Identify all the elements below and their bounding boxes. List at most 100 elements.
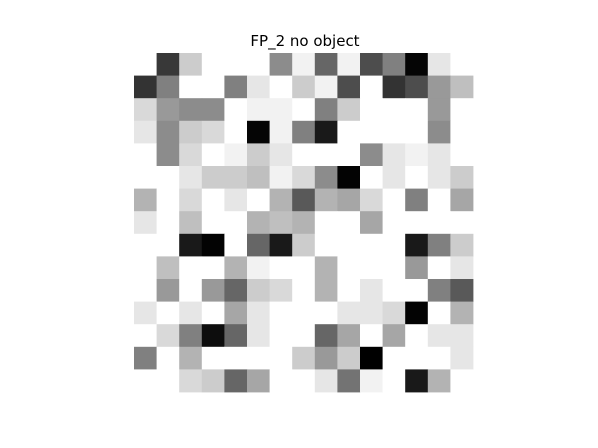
heatmap-cell-r12-c11 — [383, 324, 406, 347]
heatmap-cell-r1-c2 — [179, 76, 202, 99]
heatmap-cell-r13-c11 — [383, 347, 406, 370]
heatmap-cell-r13-c12 — [405, 347, 428, 370]
heatmap-cell-r5-c3 — [202, 166, 225, 189]
heatmap-cell-r5-c9 — [337, 166, 360, 189]
heatmap-cell-r6-c11 — [383, 189, 406, 212]
heatmap-cell-r0-c3 — [202, 53, 225, 76]
heatmap-cell-r9-c9 — [337, 256, 360, 279]
heatmap-cell-r3-c13 — [428, 121, 451, 144]
heatmap-cell-r9-c2 — [179, 256, 202, 279]
heatmap-cell-r1-c6 — [270, 76, 293, 99]
heatmap-cell-r3-c1 — [157, 121, 180, 144]
heatmap-cell-r2-c4 — [224, 98, 247, 121]
heatmap-cell-r3-c3 — [202, 121, 225, 144]
heatmap-cell-r2-c9 — [337, 98, 360, 121]
heatmap-cell-r14-c11 — [383, 369, 406, 392]
heatmap-cell-r6-c7 — [292, 189, 315, 212]
heatmap-cell-r3-c6 — [270, 121, 293, 144]
heatmap-cell-r5-c6 — [270, 166, 293, 189]
heatmap-cell-r10-c7 — [292, 279, 315, 302]
heatmap-cell-r9-c3 — [202, 256, 225, 279]
heatmap-cell-r4-c7 — [292, 143, 315, 166]
heatmap-cell-r5-c10 — [360, 166, 383, 189]
heatmap-cell-r6-c0 — [134, 189, 157, 212]
heatmap-cell-r10-c13 — [428, 279, 451, 302]
heatmap-cell-r10-c0 — [134, 279, 157, 302]
heatmap-cell-r13-c6 — [270, 347, 293, 370]
heatmap-cell-r11-c7 — [292, 302, 315, 325]
heatmap-cell-r3-c12 — [405, 121, 428, 144]
heatmap-cell-r9-c10 — [360, 256, 383, 279]
heatmap-cell-r3-c10 — [360, 121, 383, 144]
heatmap-cell-r4-c10 — [360, 143, 383, 166]
heatmap-cell-r2-c1 — [157, 98, 180, 121]
heatmap-cell-r11-c4 — [224, 302, 247, 325]
heatmap-cell-r7-c10 — [360, 211, 383, 234]
heatmap-cell-r5-c0 — [134, 166, 157, 189]
heatmap-cell-r7-c5 — [247, 211, 270, 234]
heatmap-cell-r14-c14 — [450, 369, 473, 392]
heatmap-cell-r4-c5 — [247, 143, 270, 166]
heatmap-cell-r7-c1 — [157, 211, 180, 234]
heatmap-cell-r11-c12 — [405, 302, 428, 325]
heatmap-cell-r3-c4 — [224, 121, 247, 144]
heatmap-cell-r0-c13 — [428, 53, 451, 76]
heatmap-cell-r1-c12 — [405, 76, 428, 99]
heatmap-cell-r3-c0 — [134, 121, 157, 144]
heatmap-cell-r3-c14 — [450, 121, 473, 144]
heatmap-cell-r14-c9 — [337, 369, 360, 392]
heatmap-cell-r8-c6 — [270, 234, 293, 257]
heatmap-cell-r0-c10 — [360, 53, 383, 76]
heatmap-cell-r2-c7 — [292, 98, 315, 121]
heatmap-cell-r1-c14 — [450, 76, 473, 99]
heatmap-cell-r9-c8 — [315, 256, 338, 279]
heatmap-cell-r0-c7 — [292, 53, 315, 76]
heatmap-cell-r2-c13 — [428, 98, 451, 121]
chart-title: FP_2 no object — [250, 32, 359, 51]
heatmap-cell-r12-c14 — [450, 324, 473, 347]
heatmap-cell-r8-c10 — [360, 234, 383, 257]
heatmap-cell-r8-c14 — [450, 234, 473, 257]
heatmap-cell-r1-c7 — [292, 76, 315, 99]
heatmap-cell-r1-c4 — [224, 76, 247, 99]
heatmap-cell-r2-c2 — [179, 98, 202, 121]
heatmap-cell-r7-c9 — [337, 211, 360, 234]
heatmap-cell-r12-c8 — [315, 324, 338, 347]
heatmap-cell-r10-c2 — [179, 279, 202, 302]
heatmap-cell-r7-c14 — [450, 211, 473, 234]
heatmap-cell-r11-c8 — [315, 302, 338, 325]
heatmap-cell-r6-c4 — [224, 189, 247, 212]
heatmap-cell-r14-c12 — [405, 369, 428, 392]
heatmap-cell-r13-c9 — [337, 347, 360, 370]
heatmap-cell-r9-c5 — [247, 256, 270, 279]
heatmap-cell-r12-c5 — [247, 324, 270, 347]
heatmap-cell-r0-c14 — [450, 53, 473, 76]
heatmap-cell-r8-c13 — [428, 234, 451, 257]
heatmap-cell-r7-c4 — [224, 211, 247, 234]
heatmap-cell-r9-c1 — [157, 256, 180, 279]
heatmap-cell-r1-c9 — [337, 76, 360, 99]
heatmap-cell-r0-c6 — [270, 53, 293, 76]
heatmap-cell-r4-c2 — [179, 143, 202, 166]
heatmap-cell-r4-c12 — [405, 143, 428, 166]
heatmap-cell-r5-c2 — [179, 166, 202, 189]
heatmap-cell-r9-c14 — [450, 256, 473, 279]
heatmap-cell-r8-c2 — [179, 234, 202, 257]
heatmap-cell-r12-c13 — [428, 324, 451, 347]
heatmap-cell-r14-c10 — [360, 369, 383, 392]
heatmap-cell-r4-c8 — [315, 143, 338, 166]
heatmap-cell-r14-c7 — [292, 369, 315, 392]
heatmap-cell-r4-c11 — [383, 143, 406, 166]
heatmap-cell-r5-c4 — [224, 166, 247, 189]
heatmap-cell-r13-c3 — [202, 347, 225, 370]
heatmap-cell-r8-c4 — [224, 234, 247, 257]
heatmap-cell-r12-c3 — [202, 324, 225, 347]
heatmap-cell-r10-c4 — [224, 279, 247, 302]
heatmap-cell-r3-c5 — [247, 121, 270, 144]
heatmap-cell-r8-c8 — [315, 234, 338, 257]
heatmap-cell-r2-c3 — [202, 98, 225, 121]
heatmap-cell-r8-c11 — [383, 234, 406, 257]
heatmap-cell-r10-c12 — [405, 279, 428, 302]
heatmap-cell-r4-c13 — [428, 143, 451, 166]
